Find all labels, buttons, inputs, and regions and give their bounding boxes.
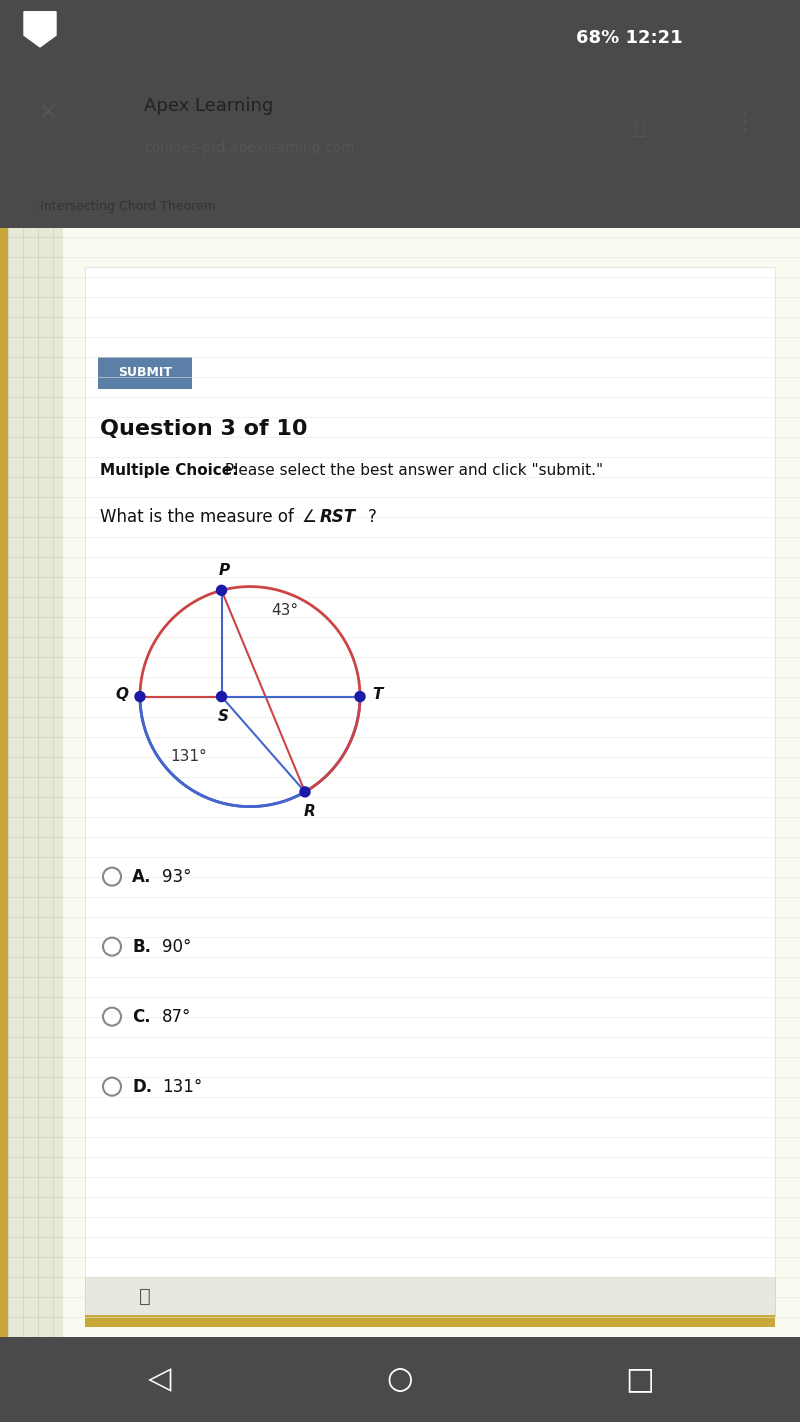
Text: C.: C. — [132, 1008, 150, 1025]
Text: ∠: ∠ — [302, 508, 317, 526]
Text: R: R — [304, 803, 316, 819]
Text: P: P — [219, 563, 230, 579]
Text: 131°: 131° — [162, 1078, 202, 1095]
FancyBboxPatch shape — [8, 228, 63, 1337]
Text: Apex Learning: Apex Learning — [144, 97, 274, 115]
Text: D.: D. — [132, 1078, 152, 1095]
Text: A.: A. — [132, 867, 151, 886]
Text: 93°: 93° — [162, 867, 191, 886]
Text: What is the measure of: What is the measure of — [100, 508, 299, 526]
Text: ?: ? — [368, 508, 377, 526]
Circle shape — [217, 691, 226, 701]
Text: □: □ — [626, 1365, 654, 1394]
Text: Q: Q — [115, 687, 128, 702]
Text: S: S — [218, 708, 229, 724]
Text: T: T — [372, 687, 382, 702]
Circle shape — [103, 937, 121, 956]
FancyBboxPatch shape — [85, 1315, 775, 1327]
Polygon shape — [24, 11, 56, 47]
Text: ⋮: ⋮ — [733, 112, 755, 134]
FancyBboxPatch shape — [0, 228, 8, 1337]
Text: 68% 12:21: 68% 12:21 — [576, 28, 682, 47]
Text: ×: × — [38, 101, 58, 125]
Text: 🖨: 🖨 — [139, 1287, 151, 1307]
Circle shape — [217, 586, 226, 596]
FancyBboxPatch shape — [85, 266, 775, 1287]
Text: 🔖: 🔖 — [634, 118, 646, 138]
Text: Please select the best answer and click "submit.": Please select the best answer and click … — [220, 464, 603, 478]
Text: RST: RST — [320, 508, 356, 526]
FancyBboxPatch shape — [98, 357, 192, 388]
Text: Multiple Choice:: Multiple Choice: — [100, 464, 238, 478]
Circle shape — [103, 1078, 121, 1095]
Text: ◁: ◁ — [148, 1365, 172, 1394]
Text: Question 3 of 10: Question 3 of 10 — [100, 418, 307, 438]
Circle shape — [103, 1008, 121, 1025]
FancyBboxPatch shape — [85, 1277, 775, 1317]
Text: 43°: 43° — [271, 603, 298, 617]
Text: : Intersecting Chord Theorem: : Intersecting Chord Theorem — [32, 199, 216, 213]
Text: B.: B. — [132, 937, 151, 956]
Circle shape — [300, 786, 310, 796]
Circle shape — [355, 691, 365, 701]
Text: ○: ○ — [386, 1365, 414, 1394]
Text: 90°: 90° — [162, 937, 191, 956]
Text: 87°: 87° — [162, 1008, 191, 1025]
FancyBboxPatch shape — [63, 228, 800, 1337]
Circle shape — [135, 691, 145, 701]
Text: SUBMIT: SUBMIT — [118, 365, 172, 380]
Circle shape — [103, 867, 121, 886]
Text: 131°: 131° — [170, 749, 206, 764]
Text: courses-prd.apexlearning.com: courses-prd.apexlearning.com — [144, 141, 354, 155]
